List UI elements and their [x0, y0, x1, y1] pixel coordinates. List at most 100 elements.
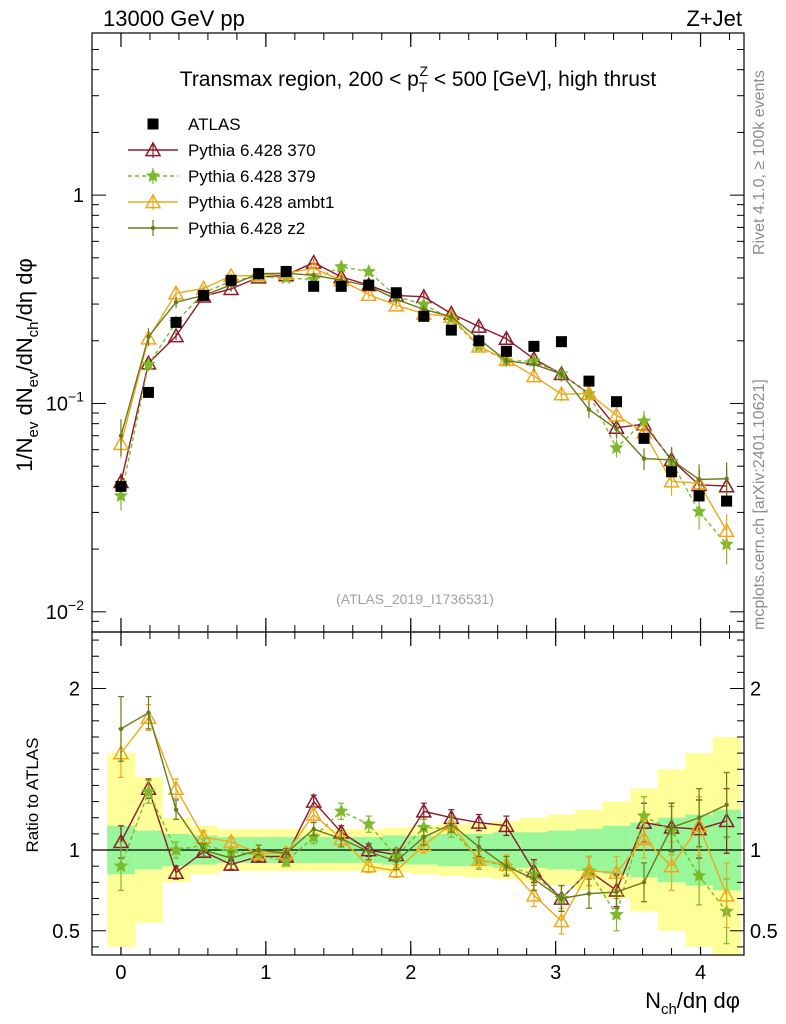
series-marker-ratio: [421, 834, 426, 840]
series-marker-ratio: [635, 830, 653, 846]
header-left: 13000 GeV pp: [103, 6, 245, 31]
series-marker-ratio: [724, 802, 729, 808]
rivet-label: Rivet 4.1.0, ≥ 100k events: [751, 70, 768, 255]
series-marker-main: [361, 264, 377, 278]
series-marker-main: [421, 307, 426, 312]
legend-label: Pythia 6.428 z2: [188, 219, 305, 238]
legend: ATLAS Pythia 6.428 370 Pythia 6.428 379 Pyt…: [128, 115, 334, 238]
ratio-plot-frame: [91, 631, 745, 956]
series-marker-main: [311, 273, 316, 278]
series-marker-ratio: [696, 815, 702, 820]
legend-label: Pythia 6.428 ambt1: [188, 193, 334, 212]
series-marker-ratio: [498, 817, 515, 833]
atlas-data-point: [528, 340, 540, 352]
x-label: Nch/dη dφ: [645, 988, 740, 1018]
series-marker-main: [696, 477, 702, 482]
ratio-y-tick-label: 0.5: [52, 921, 80, 943]
series-marker-main: [118, 433, 124, 438]
legend-marker: [144, 193, 162, 209]
ratio-y-tick-label-right: 2: [750, 679, 761, 701]
series-marker-ratio: [718, 886, 735, 902]
series-marker-main: [146, 334, 151, 339]
series-marker-ratio: [586, 891, 592, 896]
series-marker-main: [504, 358, 509, 364]
series-marker-ratio: [476, 844, 482, 849]
series-marker-main: [669, 457, 674, 463]
series-marker-main: [559, 371, 564, 377]
atlas-data-point: [638, 432, 650, 444]
atlas-data-point: [363, 279, 375, 291]
series-marker-main: [113, 488, 129, 503]
x-tick-label: 2: [405, 962, 416, 984]
series-marker-ratio: [201, 847, 206, 853]
atlas-data-point: [335, 280, 347, 292]
series-marker-ratio: [663, 857, 680, 873]
series-marker-main: [580, 385, 598, 401]
ratio-y-tick-label-right: 0.5: [750, 921, 778, 943]
x-tick-label: 0: [115, 962, 126, 984]
atlas-data-point: [473, 335, 485, 347]
series-marker-ratio: [250, 844, 267, 860]
series-marker-ratio: [531, 876, 537, 882]
series-marker-main: [531, 362, 537, 367]
series-marker-ratio: [167, 780, 185, 796]
series-marker-ratio: [449, 821, 454, 827]
series-marker-ratio: [195, 828, 212, 844]
ratio-y-tick-label: 2: [69, 679, 80, 701]
series-marker-ratio: [141, 784, 156, 799]
series-marker-main: [553, 385, 570, 401]
series-marker-ratio: [283, 851, 289, 856]
series-marker-ratio: [691, 868, 707, 883]
series-marker-main: [663, 472, 680, 488]
series-marker-main: [718, 522, 735, 538]
series-marker-ratio: [168, 842, 184, 857]
ratio-plot-layer: 0 1 2 3 4 0.5 0.5 1 1 2 2: [52, 631, 778, 984]
x-tick-label: 3: [550, 962, 561, 984]
series-marker-ratio: [669, 825, 674, 830]
series-marker-ratio: [470, 814, 488, 829]
series-marker-main: [449, 314, 454, 319]
legend-label: Pythia 6.428 370: [188, 141, 316, 160]
series-marker-main: [525, 367, 543, 383]
series-marker-ratio: [222, 856, 240, 871]
series-marker-main: [387, 296, 405, 312]
legend-marker: [147, 118, 159, 130]
series-marker-ratio: [360, 857, 378, 873]
series-marker-ratio: [609, 906, 624, 921]
series-marker-ratio: [228, 855, 234, 861]
series-marker-ratio: [306, 829, 321, 844]
series-marker-main: [167, 327, 185, 343]
legend-marker: [145, 168, 161, 183]
atlas-data-point: [280, 265, 292, 277]
series-marker-ratio: [305, 805, 322, 821]
atlas-data-point: [721, 495, 733, 507]
atlas-data-point: [390, 287, 402, 299]
atlas-data-point: [445, 324, 457, 336]
series-marker-ratio: [470, 851, 488, 867]
series-marker-ratio: [641, 880, 647, 885]
series-marker-ratio: [333, 803, 349, 818]
analysis-watermark: (ATLAS_2019_I1736531): [336, 591, 494, 607]
y-label-ratio: Ratio to ATLAS: [23, 738, 42, 853]
ratio-y-tick-label-right: 1: [750, 840, 761, 862]
series-marker-main: [586, 407, 592, 412]
y-tick-label: 10−1: [46, 388, 84, 415]
series-marker-main: [470, 317, 488, 333]
atlas-data-point: [555, 336, 567, 348]
series-marker-main: [173, 299, 179, 305]
atlas-data-point: [225, 274, 237, 286]
series-marker-main: [333, 259, 349, 274]
series-marker-ratio: [559, 896, 564, 901]
atlas-data-point: [115, 480, 127, 492]
atlas-data-point: [610, 396, 622, 408]
mcplots-label: mcplots.cern.ch [arXiv:2401.10621]: [751, 379, 768, 630]
series-marker-ratio: [311, 826, 316, 832]
y-tick-label: 10−2: [46, 597, 84, 624]
series-marker-ratio: [553, 912, 570, 928]
atlas-data-point: [308, 280, 320, 292]
series-marker-ratio: [387, 862, 405, 878]
atlas-data-point: [583, 375, 595, 387]
atlas-data-point: [500, 345, 512, 357]
x-tick-label: 1: [260, 962, 271, 984]
series-marker-ratio: [415, 836, 433, 852]
